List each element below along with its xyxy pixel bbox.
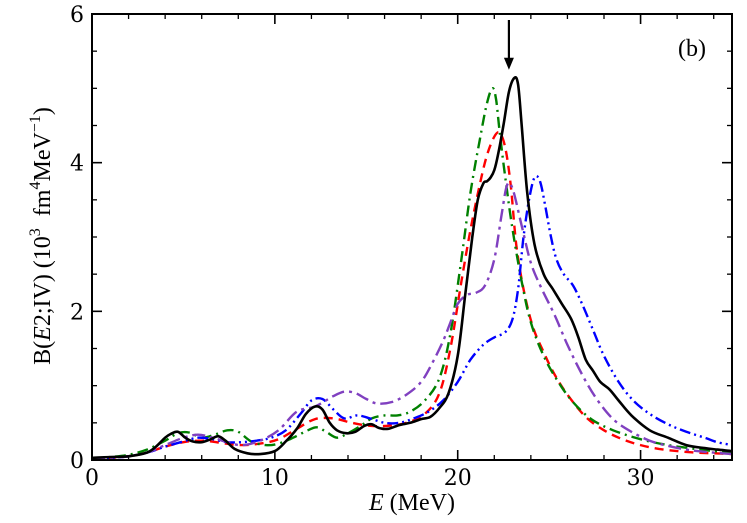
y-tick-label: 2 — [70, 300, 84, 325]
arrow-head — [503, 57, 514, 70]
series-layer — [92, 76, 732, 460]
plot-frame — [91, 13, 733, 461]
y-label-post: ) — [30, 107, 56, 115]
series-red-dashed — [92, 131, 732, 460]
tick-labels: 0 10 20 30 0 2 4 6 — [70, 3, 655, 491]
y-label-sup1: 3 — [27, 228, 44, 236]
y-label-pre: B( — [30, 341, 56, 365]
x-tick-label: 0 — [85, 466, 99, 491]
y-label-sup3: −1 — [27, 115, 44, 132]
y-tick-label: 6 — [70, 3, 84, 28]
series-blue-dashdotdot — [92, 174, 732, 460]
minor-ticks — [92, 14, 732, 460]
y-label-italic: E — [30, 326, 56, 342]
x-axis-label: E (MeV) — [368, 490, 455, 516]
x-tick-label: 20 — [444, 466, 472, 491]
y-tick-label: 4 — [70, 152, 84, 177]
y-label-mid3: MeV — [30, 132, 56, 182]
y-label-mid2: fm — [30, 189, 56, 228]
y-tick-label: 0 — [70, 449, 84, 474]
x-tick-label: 10 — [261, 466, 289, 491]
peak-arrow — [503, 20, 514, 70]
y-axis-label: B(E2;IV) (103 fm4MeV−1) — [27, 107, 56, 365]
series-purple-dashdot — [92, 181, 732, 460]
panel-label: (b) — [678, 36, 706, 62]
y-label-sup2: 4 — [27, 182, 44, 190]
x-axis-label-rest: (MeV) — [384, 490, 455, 516]
series-black-solid — [92, 76, 732, 460]
x-axis-label-italic: E — [368, 490, 384, 516]
y-label-mid: 2;IV) (10 — [30, 236, 56, 326]
major-ticks — [91, 13, 732, 461]
x-tick-label: 30 — [627, 466, 655, 491]
